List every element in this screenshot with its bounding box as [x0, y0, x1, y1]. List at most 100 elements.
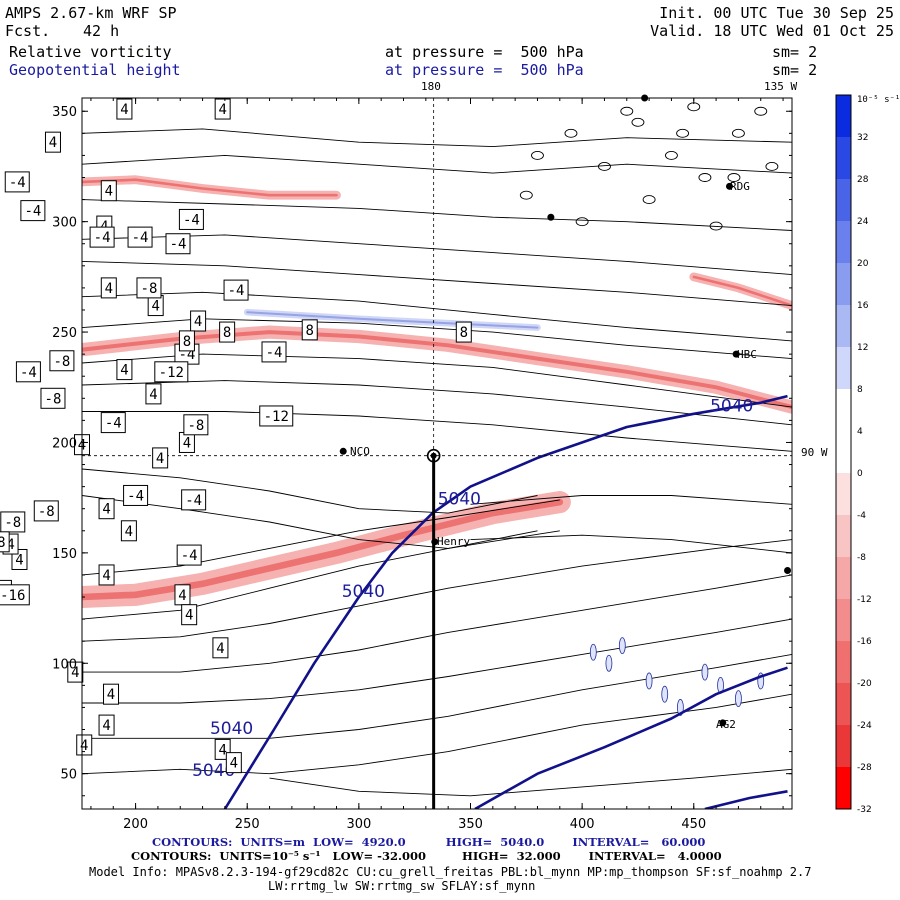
vorticity-label-19: 4: [76, 734, 93, 756]
vorticity-contour-15: [82, 574, 792, 673]
colorbar-tick-2: 24: [857, 217, 869, 227]
vorticity-label-34: -4: [181, 489, 207, 511]
vorticity-label-text-45: -8: [0, 535, 6, 551]
station-rdg-dot: [725, 182, 733, 190]
vorticity-label-43: -8: [33, 500, 59, 522]
vorticity-label-text-51: -12: [159, 365, 184, 381]
vorticity-label-box-18: [98, 714, 115, 736]
vorticity-contour-6: [82, 318, 792, 360]
vorticity-label-text-9: 4: [183, 435, 191, 451]
vorticity-label-28: -4: [178, 208, 204, 230]
colorbar-segment-1: [836, 137, 851, 180]
colorbar-segment-16: [836, 767, 851, 810]
footer-height-contours: CONTOURS: UNITS=m LOW= 4920.0 HIGH= 5040…: [152, 835, 706, 849]
vorticity-label-box-40: [261, 341, 287, 363]
x-tick-label-300: 300: [346, 817, 371, 832]
vorticity-label-38: -4: [165, 233, 191, 255]
vorticity-label-box-10: [152, 447, 169, 469]
positive-cell-4: [661, 685, 669, 703]
convective-cell-16: [727, 173, 741, 182]
vorticity-contour-1: [82, 154, 792, 174]
vorticity-label-14: 4: [174, 584, 191, 606]
vorticity-contour-16: [82, 618, 792, 704]
convective-cell-8: [575, 217, 589, 227]
x-tick-label-250: 250: [235, 817, 260, 832]
vorticity-label-box-29: [89, 226, 115, 248]
station-ag2-dot: [719, 719, 727, 727]
colorbar-segment-13: [836, 641, 851, 684]
vorticity-label-box-21: [225, 752, 242, 774]
height-contour-label-2: 5040: [210, 719, 253, 739]
vorticity-contour-20: [470, 495, 792, 505]
vorticity-label-box-48: [183, 414, 209, 436]
convective-cell-1: [564, 128, 578, 138]
vorticity-label-box-15: [212, 637, 229, 659]
vorticity-label-box-13: [120, 520, 137, 542]
colorbar-segment-8: [836, 431, 851, 474]
convective-cell-4: [664, 150, 678, 160]
colorbar-segment-12: [836, 599, 851, 642]
convective-cell-2: [598, 162, 611, 171]
vorticity-label-text-21: 4: [230, 756, 238, 772]
vorticity-label-text-19: 4: [80, 738, 88, 754]
vorticity-label-text-28: -4: [183, 212, 200, 228]
vorticity-label-9: 4: [178, 431, 195, 453]
station-hbc: HBC: [737, 348, 757, 361]
colorbar-tick-3: 20: [857, 259, 869, 269]
vorticity-label-text-17: 4: [107, 687, 115, 703]
vorticity-label-text-20: 4: [218, 742, 226, 758]
vorticity-label-1: 4: [44, 131, 61, 153]
colorbar-tick-11: -12: [857, 595, 872, 605]
vorticity-label-21: 4: [225, 752, 242, 774]
vorticity-contour-17: [82, 653, 792, 739]
model-title: AMPS 2.67-km WRF SP: [5, 4, 177, 22]
convective-cell-15: [676, 128, 690, 138]
vorticity-label-text-44: -8: [4, 515, 21, 531]
vorticity-label-2: 4: [100, 180, 117, 202]
vorticity-label-text-31: -4: [105, 416, 122, 432]
colorbar-segment-15: [836, 725, 851, 768]
vorticity-label-text-24: 4: [6, 537, 14, 553]
vorticity-label-text-30: -4: [132, 230, 149, 246]
x-tick-label-400: 400: [570, 817, 595, 832]
vorticity-label-box-33: [123, 484, 149, 506]
vorticity-label-text-33: -4: [127, 488, 144, 504]
vorticity-label-text-23: 4: [15, 552, 23, 568]
colorbar-tick-12: -16: [857, 637, 872, 647]
colorbar-tick-13: -20: [857, 679, 872, 689]
vorticity-label-box-55: [219, 321, 236, 343]
pole-marker: [426, 448, 441, 463]
station-ag2: AG2: [716, 718, 736, 731]
footer-physics-info: LW:rrtmg_lw SW:rrtmg_sw SFLAY:sf_mynn: [268, 879, 536, 893]
fcst-value: 42 h: [83, 22, 120, 40]
vorticity-label-box-59: [176, 544, 202, 566]
vorticity-label-box-53: [259, 405, 294, 427]
vorticity-label-box-19: [76, 734, 93, 756]
y-tick-label-200: 200: [52, 436, 77, 451]
vorticity-label-box-51: [154, 361, 189, 383]
vorticity-label-42: -8: [49, 350, 75, 372]
colorbar-tick-10: -8: [857, 553, 866, 563]
height-contour-label-3: 5040: [192, 761, 235, 781]
field2-level: at pressure = 500 hPa: [385, 61, 584, 79]
convective-cell-12: [620, 106, 634, 116]
vorticity-label-text-6: 4: [194, 314, 202, 330]
convective-cell-10: [709, 221, 723, 231]
colorbar-segment-4: [836, 263, 851, 306]
init-time: Init. 00 UTC Tue 30 Sep 25: [659, 4, 894, 22]
field2-name: Geopotential height: [9, 61, 181, 79]
vorticity-label-13: 4: [120, 520, 137, 542]
vorticity-label-57: 8: [455, 321, 472, 343]
station-dot-5: [547, 213, 555, 221]
pole-dot: [430, 452, 437, 459]
colorbar-frame: [835, 94, 852, 810]
colorbar-tick-1: 28: [857, 175, 869, 185]
convective-cell-14: [754, 106, 768, 116]
vorticity-label-box-26: [4, 171, 30, 193]
vorticity-label-box-17: [103, 683, 120, 705]
vorticity-contour-18: [82, 693, 792, 775]
height-contour-2: [704, 790, 788, 809]
vorticity-label-text-40: -4: [266, 345, 283, 361]
vorticity-label-box-28: [178, 208, 204, 230]
vorticity-label-text-8: 4: [149, 387, 157, 403]
